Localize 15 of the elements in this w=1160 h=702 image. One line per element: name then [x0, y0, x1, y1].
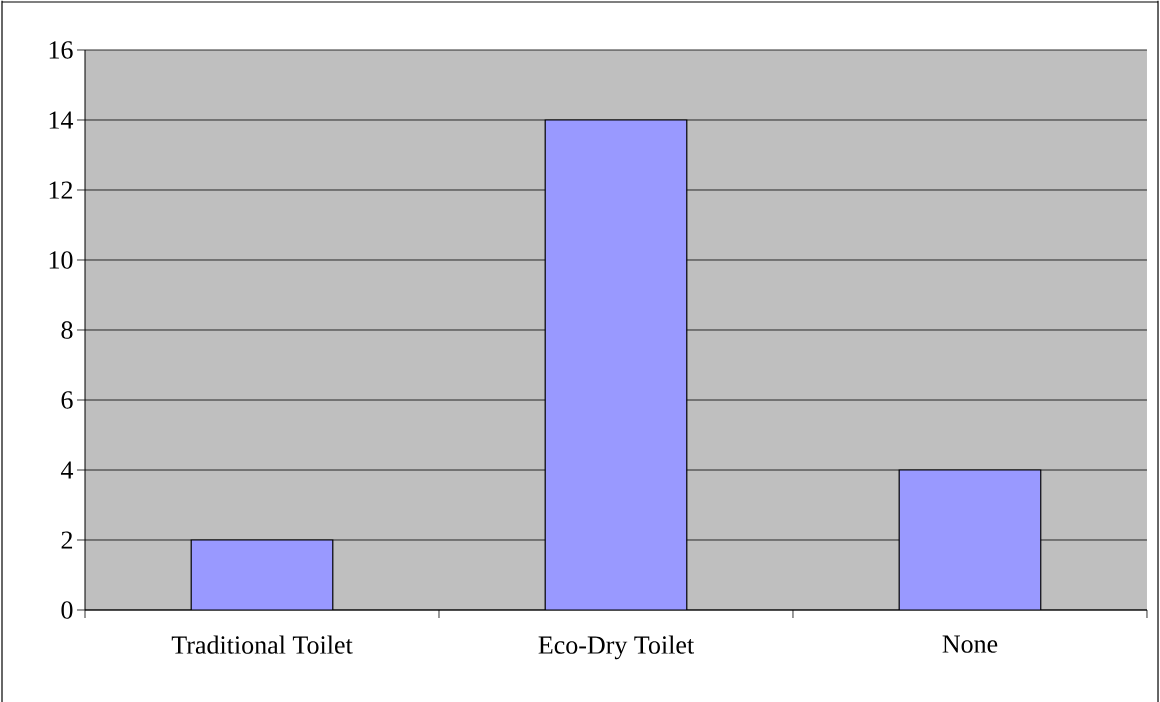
y-tick-label: 16: [49, 41, 73, 59]
y-tick-label: 14: [49, 111, 74, 129]
y-tick-label: 8: [61, 321, 73, 339]
bar: [898, 469, 1042, 610]
y-tick-label: 0: [61, 601, 73, 619]
y-tick-label: 4: [60, 461, 74, 479]
y-tick-label: 2: [61, 531, 73, 549]
y-tick-label: 6: [61, 391, 73, 409]
y-tick-label: 10: [49, 251, 73, 269]
x-tick-label: Traditional Toilet: [171, 635, 353, 654]
x-tick-label: None: [942, 635, 998, 653]
y-tick-label: 12: [49, 181, 73, 199]
bar: [190, 539, 334, 610]
x-tick-label: Eco-Dry Toilet: [538, 635, 695, 660]
bar: [544, 119, 688, 610]
